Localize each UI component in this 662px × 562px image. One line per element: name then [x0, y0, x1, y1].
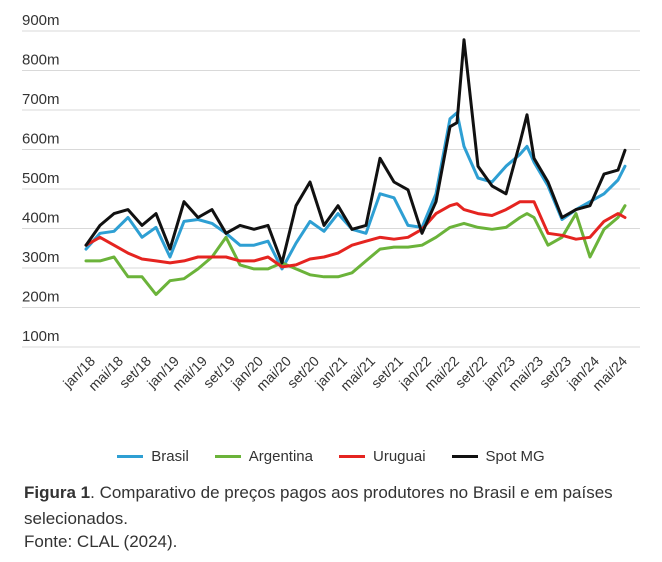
y-axis-ticks: 100m 200m 300m 400m 500m 600m 700m 800m 900m — [22, 12, 60, 345]
y-tick-label: 500m — [22, 170, 60, 187]
legend-swatch — [339, 455, 365, 458]
legend: Brasil Argentina Uruguai Spot MG — [0, 448, 662, 465]
y-tick-label: 800m — [22, 52, 60, 69]
series-lines — [84, 38, 627, 296]
legend-label: Uruguai — [373, 448, 426, 465]
y-tick-label: 100m — [22, 328, 60, 345]
legend-item-uruguai: Uruguai — [339, 448, 426, 465]
legend-swatch — [117, 455, 144, 458]
caption-text: . Comparativo de preços pagos aos produt… — [24, 483, 613, 528]
legend-label: Brasil — [151, 448, 189, 465]
line-chart: 100m 200m 300m 400m 500m 600m 700m 800m 900m jan… — [22, 12, 640, 394]
legend-label: Spot MG — [485, 448, 545, 465]
y-tick-label: 300m — [22, 249, 60, 266]
series-line-argentina — [84, 204, 627, 296]
x-axis-ticks: jan/18mai/18set/18jan/19mai/19set/19jan/… — [59, 353, 630, 394]
figure-label: Figura 1 — [24, 483, 91, 502]
legend-item-brasil: Brasil — [117, 448, 189, 465]
series-line-spot-mg — [84, 38, 627, 265]
y-tick-label: 200m — [22, 289, 60, 306]
y-tick-label: 400m — [22, 210, 60, 227]
series-line-uruguai — [84, 200, 627, 269]
y-tick-label: 600m — [22, 131, 60, 148]
legend-item-argentina: Argentina — [214, 448, 313, 465]
figure-caption: Figura 1. Comparativo de preços pagos ao… — [24, 480, 644, 532]
legend-swatch — [451, 455, 478, 458]
legend-item-spot-mg: Spot MG — [451, 448, 545, 465]
legend-label: Argentina — [248, 448, 313, 465]
gridlines — [22, 30, 640, 348]
figure-source: Fonte: CLAL (2024). — [24, 532, 178, 551]
legend-swatch — [214, 455, 241, 458]
series-line-brasil — [84, 111, 627, 271]
y-tick-label: 900m — [22, 12, 60, 29]
y-tick-label: 700m — [22, 91, 60, 108]
